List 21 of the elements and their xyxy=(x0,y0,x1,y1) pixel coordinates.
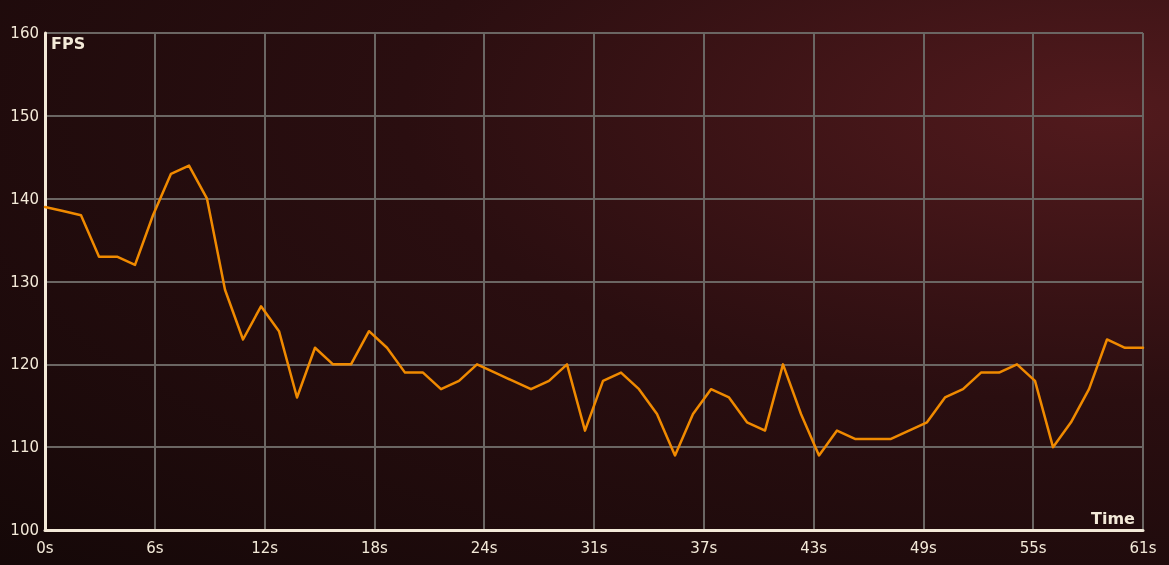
x-tick-label: 18s xyxy=(360,538,389,557)
x-tick-label: 0s xyxy=(36,538,54,557)
line-series xyxy=(43,164,1145,457)
y-tick-label: 140 xyxy=(10,189,39,208)
y-tick-label: 100 xyxy=(10,521,39,539)
x-tick-label: 43s xyxy=(800,538,828,557)
x-tick-label: 12s xyxy=(251,538,279,557)
y-tick-label: 160 xyxy=(10,24,39,42)
x-tick-label: 55s xyxy=(1019,538,1047,557)
y-axis-title: FPS xyxy=(51,33,86,53)
x-tick-label: 24s xyxy=(470,538,498,557)
x-tick-label: 37s xyxy=(690,538,718,557)
y-tick-label: 110 xyxy=(10,438,39,457)
y-tick-label: 120 xyxy=(10,355,39,374)
x-tick-label: 31s xyxy=(580,538,608,557)
x-tick-label: 49s xyxy=(909,538,938,557)
x-tick-label: 6s xyxy=(146,538,164,557)
y-tick-label: 150 xyxy=(10,106,39,125)
y-tick-label: 130 xyxy=(10,272,39,291)
x-tick-label: 61s xyxy=(1129,538,1157,557)
x-axis-title: Time xyxy=(1091,508,1136,528)
